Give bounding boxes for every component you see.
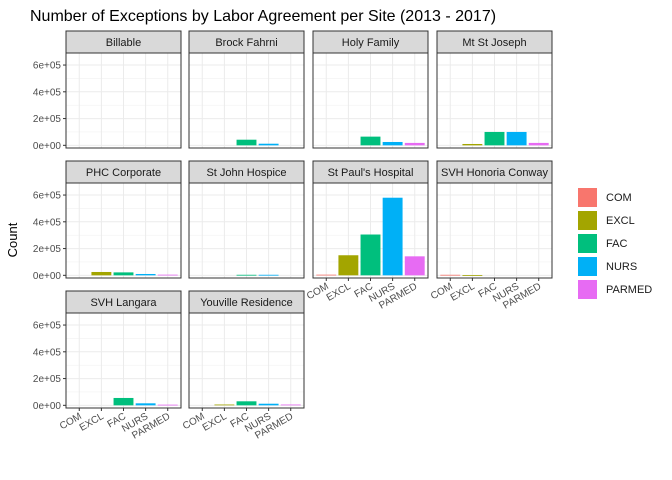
bar-nurs: [135, 403, 156, 406]
bar-excl: [214, 404, 235, 406]
y-tick-label: 6e+05: [33, 191, 62, 202]
y-tick-label: 0e+00: [33, 271, 62, 282]
legend: COM EXCL FAC NURS PARMED: [578, 188, 652, 299]
x-tick-label: EXCL: [449, 281, 478, 304]
facet-panel-billable: Billable 0e+00 2e+05 4e+05 6e+05: [33, 30, 182, 152]
bar-excl: [91, 271, 112, 276]
bar-com: [440, 274, 461, 276]
legend-label: PARMED: [606, 284, 652, 296]
legend-swatch: [578, 211, 597, 230]
facet-strip-label: Brock Fahrni: [215, 37, 277, 49]
bar-excl: [462, 143, 483, 146]
legend-item-com: COM: [578, 188, 632, 207]
facet-panel-brock-fahrni: Brock Fahrni: [188, 30, 305, 149]
bar-excl: [338, 255, 359, 276]
panel-border: [65, 182, 182, 279]
bar-nurs: [258, 274, 279, 276]
legend-swatch: [578, 234, 597, 253]
bar-fac: [113, 397, 134, 406]
legend-item-excl: EXCL: [578, 211, 635, 230]
facet-strip-label: St John Hospice: [206, 167, 286, 179]
bar-nurs: [258, 403, 279, 406]
facet-strip-label: Youville Residence: [200, 297, 293, 309]
bar-parmed: [157, 404, 178, 406]
bar-fac: [236, 274, 257, 276]
bar-fac: [113, 272, 134, 276]
y-tick-label: 4e+05: [33, 87, 62, 98]
legend-swatch: [578, 188, 597, 207]
bar-excl: [462, 275, 483, 276]
y-tick-label: 2e+05: [33, 374, 62, 385]
bar-fac: [236, 401, 257, 406]
bar-parmed: [528, 142, 549, 146]
facet-strip-label: PHC Corporate: [86, 167, 161, 179]
facet-strip-label: St Paul's Hospital: [328, 167, 414, 179]
legend-item-fac: FAC: [578, 234, 627, 253]
y-tick-label: 4e+05: [33, 217, 62, 228]
x-tick-label: EXCL: [78, 411, 107, 434]
x-tick-label: EXCL: [201, 411, 230, 434]
legend-item-nurs: NURS: [578, 257, 637, 276]
bar-parmed: [157, 274, 178, 276]
panel-border: [65, 52, 182, 149]
legend-label: EXCL: [606, 215, 635, 227]
panel-border: [188, 182, 305, 279]
panel-border: [312, 52, 429, 149]
panel-border: [436, 52, 553, 149]
y-tick-label: 2e+05: [33, 244, 62, 255]
legend-label: FAC: [606, 238, 627, 250]
bar-nurs: [135, 273, 156, 276]
bar-fac: [360, 136, 381, 146]
facet-panel-mt-st-joseph: Mt St Joseph: [436, 30, 553, 149]
legend-label: COM: [606, 192, 632, 204]
facet-strip-label: Holy Family: [342, 37, 400, 49]
bar-fac: [484, 131, 505, 146]
facet-panel-holy-family: Holy Family: [312, 30, 429, 149]
y-tick-label: 6e+05: [33, 321, 62, 332]
bar-nurs: [382, 197, 403, 276]
facet-panel-phc-corporate: PHC Corporate 0e+00 2e+05 4e+05 6e+05: [33, 160, 182, 282]
y-tick-label: 6e+05: [33, 61, 62, 72]
y-tick-label: 0e+00: [33, 141, 62, 152]
bar-com: [316, 274, 337, 276]
y-tick-label: 0e+00: [33, 401, 62, 412]
panel-border: [188, 52, 305, 149]
legend-swatch: [578, 280, 597, 299]
facet-strip-label: Billable: [106, 37, 141, 49]
bar-fac: [360, 234, 381, 276]
bar-parmed: [280, 404, 301, 406]
bar-nurs: [258, 143, 279, 146]
y-tick-label: 2e+05: [33, 114, 62, 125]
y-tick-label: 4e+05: [33, 347, 62, 358]
legend-label: NURS: [606, 261, 637, 273]
bar-nurs: [382, 141, 403, 146]
legend-item-parmed: PARMED: [578, 280, 652, 299]
y-axis-label: Count: [5, 222, 20, 257]
bar-parmed: [404, 142, 425, 146]
bar-nurs: [506, 131, 527, 146]
chart-title: Number of Exceptions by Labor Agreement …: [30, 8, 496, 25]
legend-swatch: [578, 257, 597, 276]
bar-parmed: [404, 256, 425, 276]
bar-fac: [236, 139, 257, 146]
facet-strip-label: SVH Honoria Conway: [441, 167, 548, 179]
facet-strip-label: Mt St Joseph: [462, 37, 526, 49]
facet-panel-st-john-hospice: St John Hospice: [188, 160, 305, 279]
facet-panels: Billable 0e+00 2e+05 4e+05 6e+05 Brock Fahrni…: [33, 30, 553, 442]
x-tick-label: EXCL: [325, 281, 354, 304]
facet-strip-label: SVH Langara: [90, 297, 157, 309]
